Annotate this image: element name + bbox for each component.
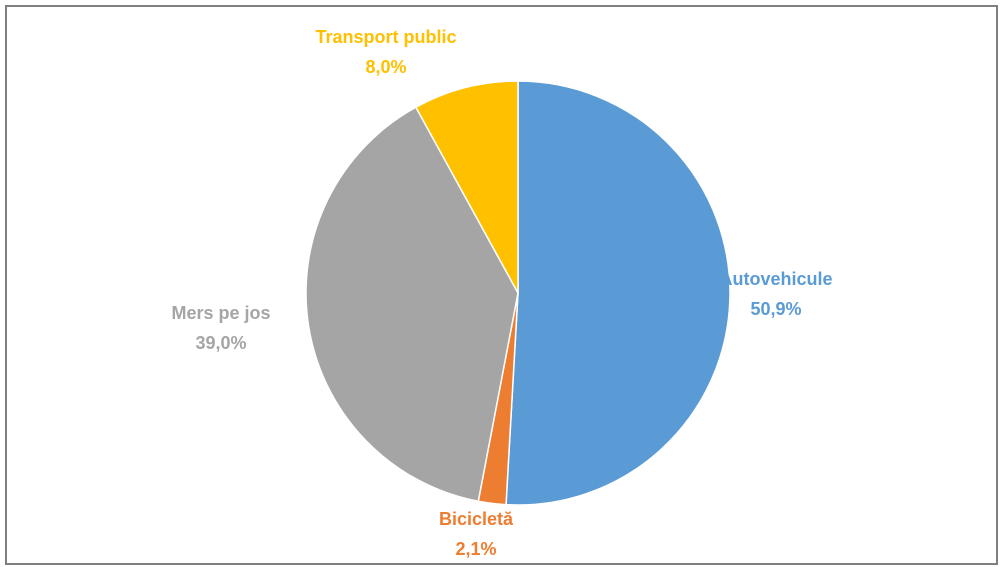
category-label-bicicletă: Bicicletă [439, 509, 514, 529]
value-label-transport-public: 8,0% [365, 57, 406, 77]
pie-slice-autovehicule [505, 80, 731, 506]
pie-slice-transport-public [414, 80, 519, 294]
category-label-mers-pe-jos: Mers pe jos [171, 303, 270, 323]
pie-slice-mers-pe-jos [305, 106, 519, 503]
value-label-bicicletă: 2,1% [455, 539, 496, 559]
category-label-autovehicule: Autovehicule [719, 269, 832, 289]
chart-frame: Autovehicule 50,9% Bicicletă 2,1% Mers pe jo… [5, 5, 998, 565]
pie-chart: Autovehicule 50,9% Bicicletă 2,1% Mers pe jo… [171, 27, 832, 559]
value-label-mers-pe-jos: 39,0% [195, 333, 246, 353]
category-label-transport-public: Transport public [315, 27, 456, 47]
value-label-autovehicule: 50,9% [750, 299, 801, 319]
